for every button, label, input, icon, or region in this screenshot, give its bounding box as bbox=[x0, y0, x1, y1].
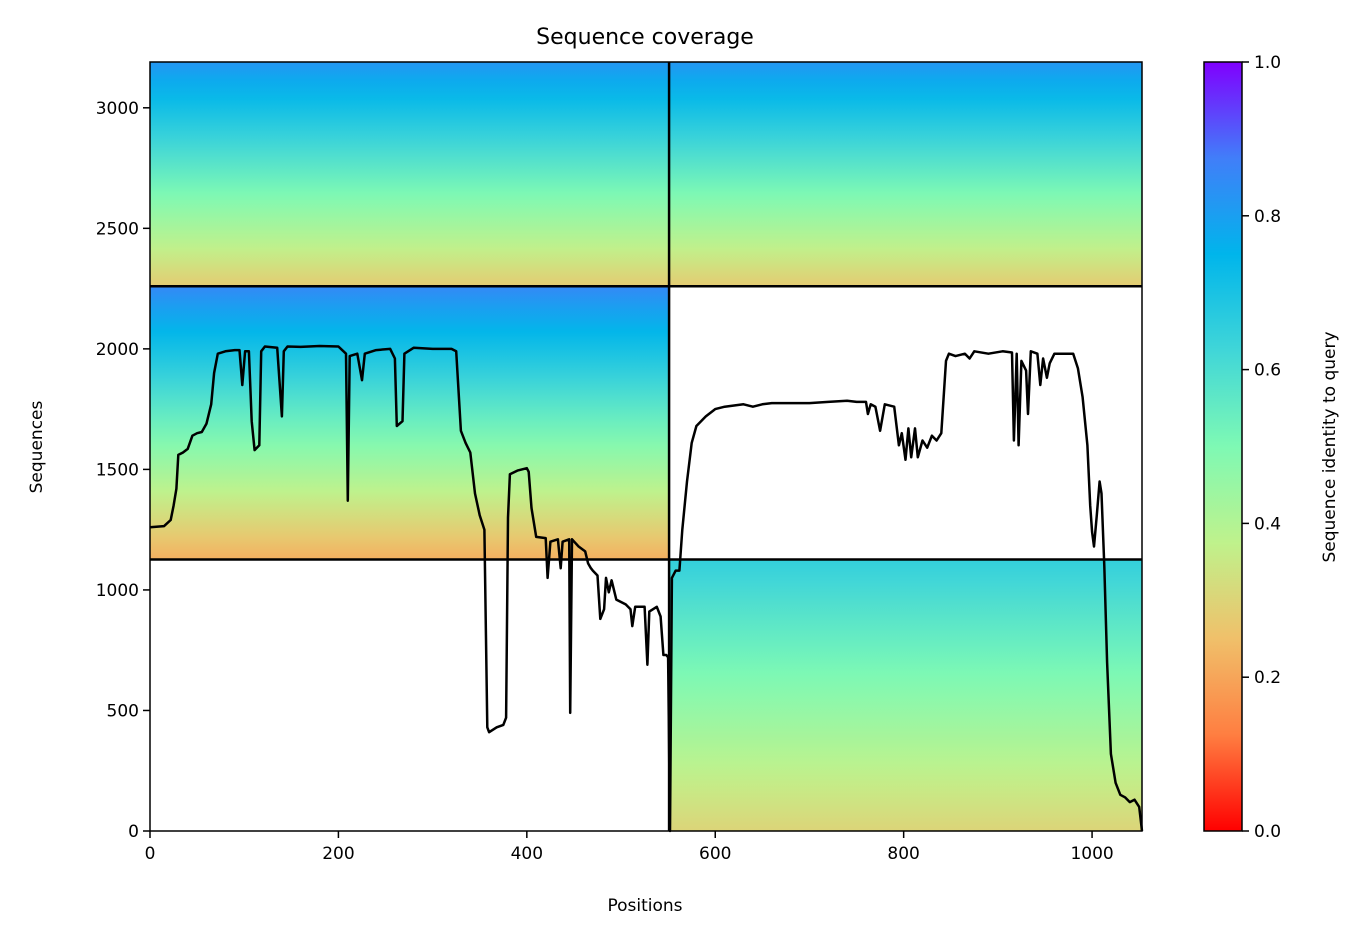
y-tick-label: 2000 bbox=[96, 340, 139, 360]
x-tick-label: 800 bbox=[887, 844, 919, 864]
colorbar-label: Sequence identity to query bbox=[1320, 331, 1340, 562]
plot-frame bbox=[149, 61, 1143, 832]
coverage-block bbox=[150, 62, 670, 287]
colorbar-tick-label: 1.0 bbox=[1254, 53, 1281, 73]
x-tick-label: 200 bbox=[322, 844, 354, 864]
y-tick-label: 1500 bbox=[96, 460, 139, 480]
x-tick-label: 600 bbox=[699, 844, 731, 864]
coverage-line bbox=[149, 344, 1144, 833]
y-axis-label: Sequences bbox=[27, 401, 47, 494]
colorbar-tick-label: 0.4 bbox=[1254, 514, 1281, 534]
x-tick-label: 1000 bbox=[1070, 844, 1113, 864]
colorbar-tick-label: 0.6 bbox=[1254, 361, 1281, 381]
y-tick-label: 2500 bbox=[96, 219, 139, 239]
y-tick-label: 1000 bbox=[96, 581, 139, 601]
colorbar: 0.0 0.2 0.4 0.6 0.8 1.0 bbox=[1203, 53, 1281, 842]
plot-area: 0 200 400 600 800 1000 0 500 1000 1500 2000 2500 300… bbox=[96, 61, 1144, 864]
x-axis-label: Positions bbox=[607, 896, 682, 916]
colorbar-tick-label: 0.2 bbox=[1254, 668, 1281, 688]
y-tick-label: 0 bbox=[128, 822, 139, 842]
y-tick-label: 3000 bbox=[96, 99, 139, 119]
x-tick-label: 400 bbox=[511, 844, 543, 864]
colorbar-tick-label: 0.0 bbox=[1254, 822, 1281, 842]
colorbar-gradient bbox=[1203, 61, 1243, 832]
coverage-block bbox=[669, 62, 1142, 287]
x-tick-label: 0 bbox=[145, 844, 156, 864]
y-tick-label: 500 bbox=[107, 701, 139, 721]
colorbar-tick-label: 0.8 bbox=[1254, 207, 1281, 227]
coverage-block bbox=[669, 559, 1142, 831]
chart-title: Sequence coverage bbox=[536, 25, 754, 50]
coverage-block bbox=[150, 286, 670, 560]
